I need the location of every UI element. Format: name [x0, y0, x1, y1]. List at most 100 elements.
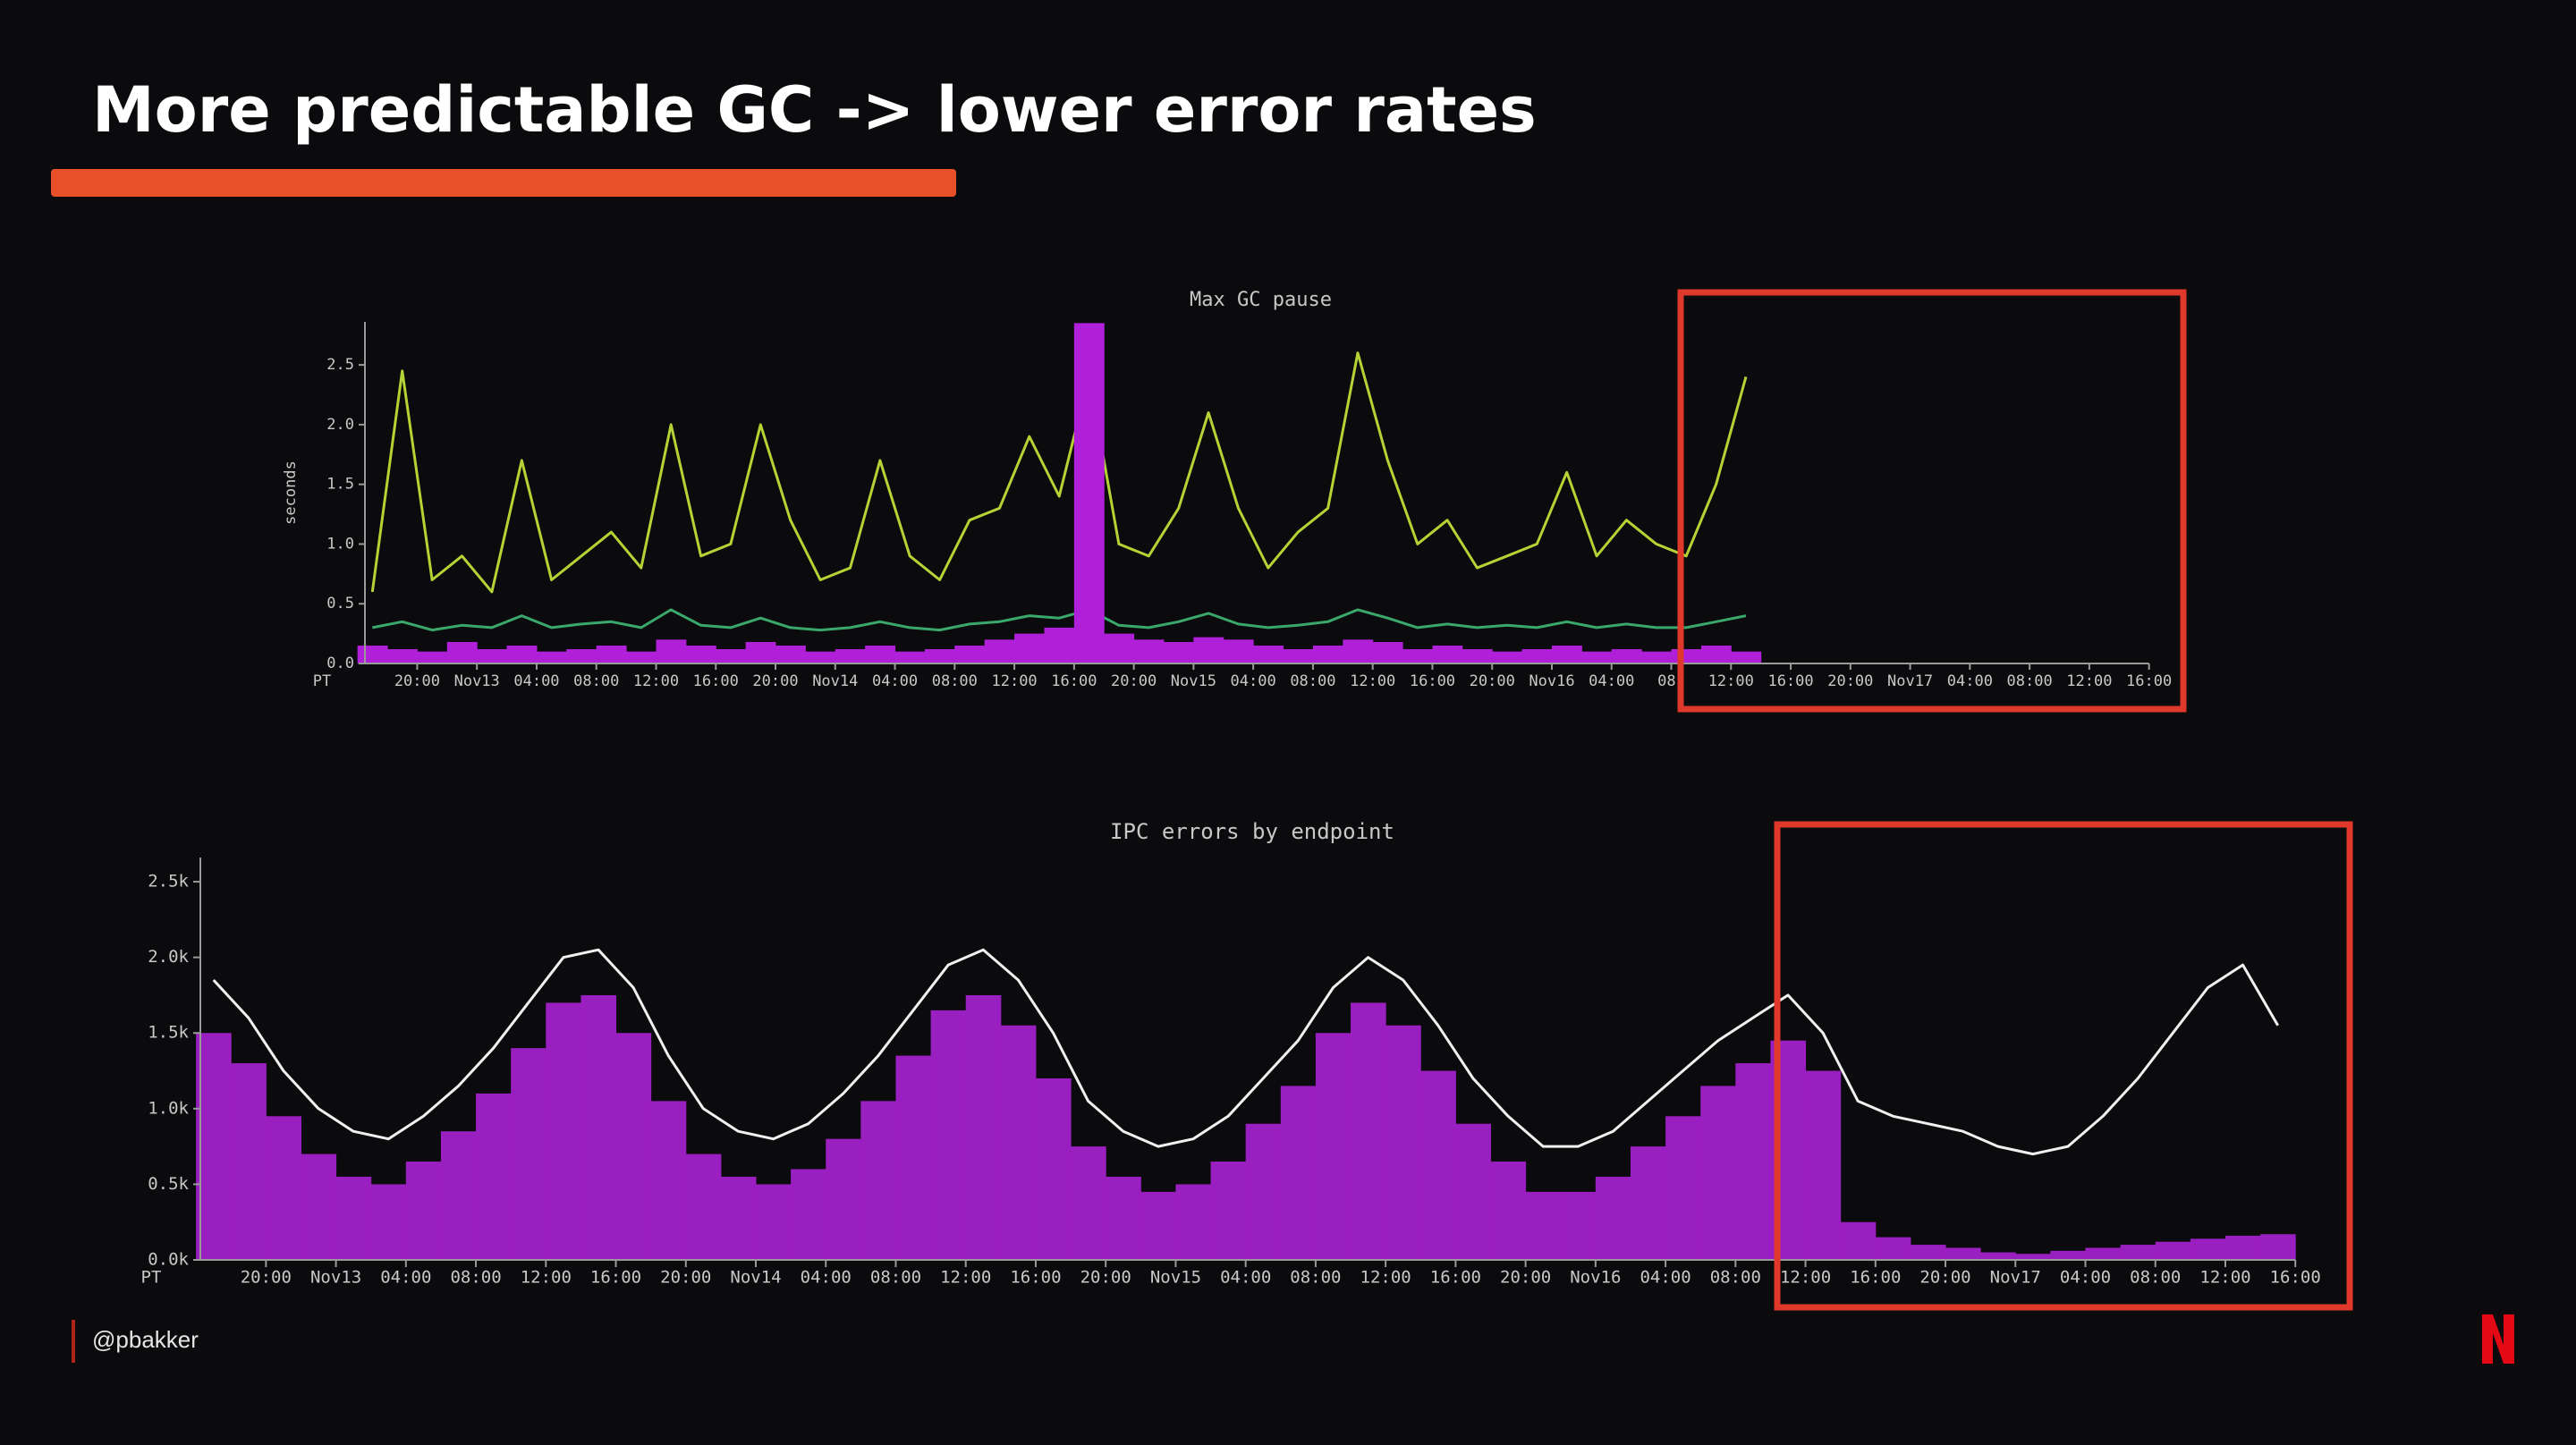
area-bar	[511, 1048, 547, 1260]
area-bar	[1611, 648, 1642, 663]
area-bar	[1980, 1252, 2016, 1260]
area-bar	[1106, 1176, 1141, 1260]
x-tick-label: 04:00	[1220, 1268, 1271, 1288]
area-bar	[984, 639, 1015, 663]
x-tick-label: Nov14	[730, 1268, 781, 1288]
area-bar	[1175, 1184, 1212, 1260]
x-tick-label: 20:00	[660, 1268, 711, 1288]
x-tick-label: 08:00	[1710, 1268, 1761, 1288]
area-bar	[196, 1033, 232, 1260]
area-bar	[1223, 639, 1254, 663]
area-bar	[954, 645, 986, 663]
area-bar	[596, 645, 627, 663]
area-bar	[756, 1184, 792, 1260]
area-bar	[546, 1002, 581, 1260]
area-bar	[1641, 651, 1673, 663]
area-bar	[1071, 1146, 1106, 1260]
area-bar	[1312, 645, 1343, 663]
x-tick-label: 20:00	[1080, 1268, 1131, 1288]
x-tick-label: 20:00	[1470, 672, 1515, 690]
x-tick-label: 04:00	[1640, 1268, 1690, 1288]
area-bar	[1315, 1033, 1352, 1260]
x-tick-label: Nov13	[454, 672, 500, 690]
x-tick-label: 20:00	[1827, 672, 1873, 690]
x-tick-label: 04:00	[513, 672, 559, 690]
x-tick-label: Nov15	[1171, 672, 1216, 690]
x-tick-label: Nov13	[310, 1268, 361, 1288]
area-bar	[745, 641, 776, 663]
area-bar	[865, 645, 896, 663]
y-tick-label: 0.5k	[148, 1174, 189, 1194]
x-axis-label: PT	[313, 672, 331, 690]
x-tick-label: 16:00	[1430, 1268, 1481, 1288]
x-tick-label: 12:00	[1780, 1268, 1831, 1288]
x-tick-label: 04:00	[1947, 672, 1993, 690]
x-tick-label: 20:00	[1919, 1268, 1970, 1288]
x-tick-label: 12:00	[991, 672, 1037, 690]
area-bar	[477, 648, 508, 663]
area-bar	[1595, 1176, 1631, 1260]
area-bar	[1875, 1237, 1911, 1260]
chart-title: IPC errors by endpoint	[1110, 819, 1394, 844]
x-tick-label: 16:00	[2270, 1268, 2321, 1288]
area-bar	[2260, 1234, 2296, 1260]
x-tick-label: 04:00	[1589, 672, 1634, 690]
area-bar	[1210, 1162, 1247, 1260]
area-bar	[1133, 639, 1165, 663]
x-tick-label: 12:00	[2066, 672, 2112, 690]
area-bar	[1343, 639, 1374, 663]
area-bar	[301, 1153, 337, 1260]
area-bar	[1805, 1070, 1842, 1260]
x-tick-label: 12:00	[2199, 1268, 2250, 1288]
area-bar	[1351, 1002, 1386, 1260]
footer-handle: @pbakker	[92, 1326, 199, 1353]
chart: IPC errors by endpoint PT0.0k 0.5k 1.0k 1.5k…	[141, 819, 2321, 1288]
area-bar	[580, 994, 617, 1260]
area-bar	[895, 1055, 932, 1260]
area-bar	[930, 1010, 967, 1260]
area-bar	[1193, 637, 1224, 663]
x-tick-label: 12:00	[940, 1268, 991, 1288]
y-tick-label: 0.0	[326, 655, 354, 672]
area-bar	[231, 1063, 267, 1260]
title-underline	[51, 169, 956, 197]
highlight-box	[1774, 821, 2353, 1311]
area-bar	[566, 648, 597, 663]
x-tick-label: 12:00	[1708, 672, 1754, 690]
x-tick-label: 12:00	[521, 1268, 572, 1288]
y-tick-label: 2.5	[326, 356, 354, 374]
area-bar	[965, 994, 1002, 1260]
area-bar	[1283, 648, 1314, 663]
area-bar	[720, 1176, 757, 1260]
area-bar	[476, 1093, 512, 1260]
area-bar	[266, 1116, 301, 1260]
y-axis-label: seconds	[282, 461, 300, 525]
highlight-box	[1677, 289, 2187, 713]
area-bar	[1525, 1191, 1562, 1260]
area-bar	[387, 648, 418, 663]
area-bar	[650, 1101, 687, 1260]
x-tick-label: 08:00	[2130, 1268, 2181, 1288]
area-bar	[1073, 323, 1105, 663]
area-bar	[1000, 1025, 1037, 1260]
x-tick-label: 04:00	[1231, 672, 1276, 690]
area-bar	[1630, 1146, 1666, 1260]
x-tick-label: 08:00	[573, 672, 619, 690]
y-tick-label: 0.0k	[148, 1250, 189, 1270]
x-tick-label: 04:00	[380, 1268, 431, 1288]
area-bar	[1945, 1247, 1981, 1260]
y-tick-label: 1.5	[326, 476, 354, 494]
area-bar	[335, 1176, 372, 1260]
x-tick-label: Nov14	[812, 672, 858, 690]
y-tick-label: 2.0k	[148, 947, 189, 967]
x-tick-label: 08:00	[932, 672, 978, 690]
area-bar	[716, 648, 747, 663]
area-bar	[440, 1131, 477, 1260]
x-tick-label: 12:00	[1350, 672, 1395, 690]
area-bar	[1432, 645, 1463, 663]
slide-title: More predictable GC -> lower error rates	[92, 73, 1537, 147]
area-bar	[1700, 1086, 1736, 1260]
x-tick-label: 16:00	[1850, 1268, 1901, 1288]
x-tick-label: 08:00	[870, 1268, 921, 1288]
x-tick-label: 04:00	[872, 672, 918, 690]
